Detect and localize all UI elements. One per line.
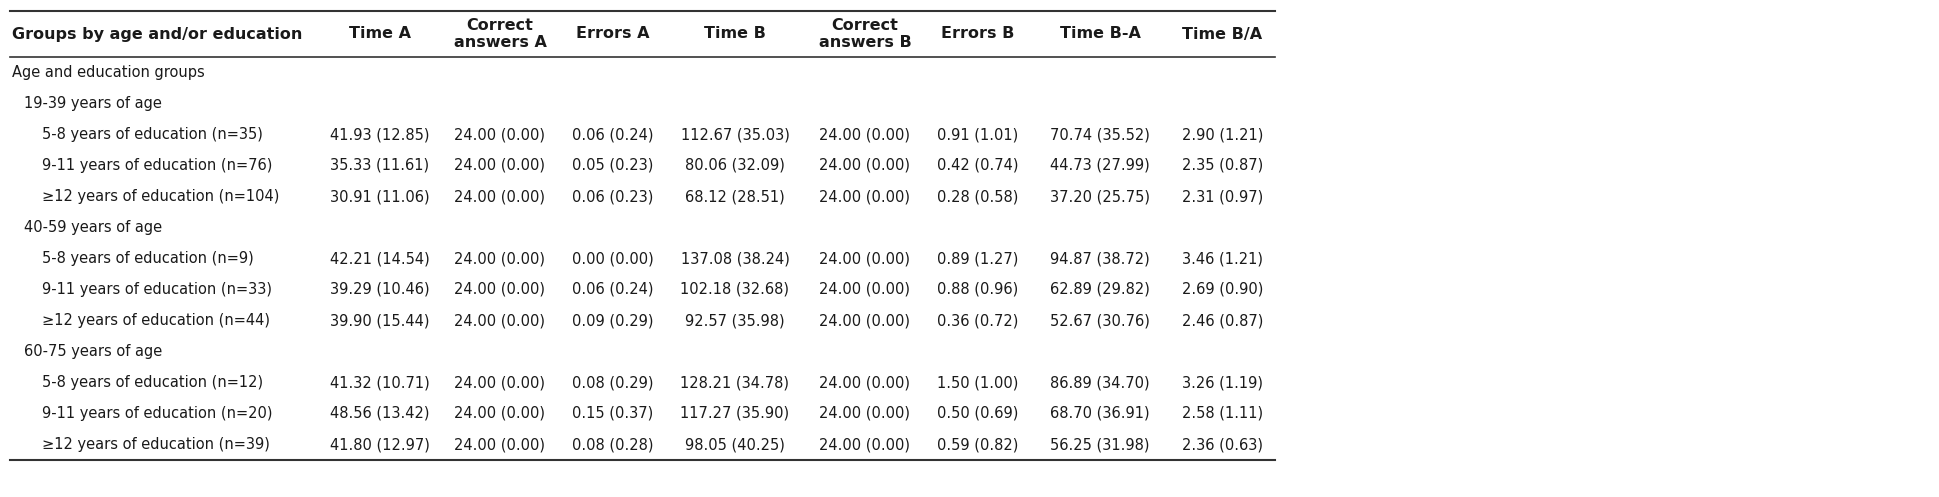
Text: 68.70 (36.91): 68.70 (36.91) <box>1049 406 1150 421</box>
Text: 70.74 (35.52): 70.74 (35.52) <box>1049 127 1150 142</box>
Text: 39.29 (10.46): 39.29 (10.46) <box>330 282 430 297</box>
Text: 9-11 years of education (n=76): 9-11 years of education (n=76) <box>43 158 271 173</box>
Text: Time B/A: Time B/A <box>1183 26 1262 42</box>
Text: 0.50 (0.69): 0.50 (0.69) <box>937 406 1018 421</box>
Text: 2.90 (1.21): 2.90 (1.21) <box>1181 127 1262 142</box>
Text: 137.08 (38.24): 137.08 (38.24) <box>681 251 789 266</box>
Text: Errors B: Errors B <box>940 26 1014 42</box>
Text: 0.00 (0.00): 0.00 (0.00) <box>572 251 653 266</box>
Text: 0.15 (0.37): 0.15 (0.37) <box>572 406 653 421</box>
Text: 24.00 (0.00): 24.00 (0.00) <box>818 251 909 266</box>
Text: 0.08 (0.29): 0.08 (0.29) <box>572 375 653 390</box>
Text: 24.00 (0.00): 24.00 (0.00) <box>818 282 909 297</box>
Text: 128.21 (34.78): 128.21 (34.78) <box>681 375 789 390</box>
Text: 0.59 (0.82): 0.59 (0.82) <box>937 437 1018 452</box>
Text: Correct
answers B: Correct answers B <box>818 18 911 50</box>
Text: ≥12 years of education (n=104): ≥12 years of education (n=104) <box>43 189 279 204</box>
Text: 2.58 (1.11): 2.58 (1.11) <box>1181 406 1262 421</box>
Text: Time B-A: Time B-A <box>1059 26 1140 42</box>
Text: 39.90 (15.44): 39.90 (15.44) <box>330 313 430 328</box>
Text: 24.00 (0.00): 24.00 (0.00) <box>454 313 545 328</box>
Text: 9-11 years of education (n=20): 9-11 years of education (n=20) <box>43 406 271 421</box>
Text: 24.00 (0.00): 24.00 (0.00) <box>818 189 909 204</box>
Text: 0.09 (0.29): 0.09 (0.29) <box>572 313 653 328</box>
Text: 2.46 (0.87): 2.46 (0.87) <box>1181 313 1262 328</box>
Text: Errors A: Errors A <box>576 26 650 42</box>
Text: 37.20 (25.75): 37.20 (25.75) <box>1049 189 1150 204</box>
Text: 0.36 (0.72): 0.36 (0.72) <box>937 313 1018 328</box>
Text: Time A: Time A <box>349 26 411 42</box>
Text: 3.26 (1.19): 3.26 (1.19) <box>1181 375 1262 390</box>
Text: 62.89 (29.82): 62.89 (29.82) <box>1049 282 1150 297</box>
Text: 56.25 (31.98): 56.25 (31.98) <box>1049 437 1150 452</box>
Text: 2.36 (0.63): 2.36 (0.63) <box>1181 437 1262 452</box>
Text: 42.21 (14.54): 42.21 (14.54) <box>330 251 430 266</box>
Text: Correct
answers A: Correct answers A <box>454 18 547 50</box>
Text: Time B: Time B <box>704 26 766 42</box>
Text: 5-8 years of education (n=9): 5-8 years of education (n=9) <box>43 251 254 266</box>
Text: 0.08 (0.28): 0.08 (0.28) <box>572 437 653 452</box>
Text: 112.67 (35.03): 112.67 (35.03) <box>681 127 789 142</box>
Text: 48.56 (13.42): 48.56 (13.42) <box>330 406 430 421</box>
Text: 0.06 (0.23): 0.06 (0.23) <box>572 189 653 204</box>
Text: 80.06 (32.09): 80.06 (32.09) <box>684 158 785 173</box>
Text: 94.87 (38.72): 94.87 (38.72) <box>1049 251 1150 266</box>
Text: 60-75 years of age: 60-75 years of age <box>23 344 163 359</box>
Text: ≥12 years of education (n=44): ≥12 years of education (n=44) <box>43 313 270 328</box>
Text: Groups by age and/or education: Groups by age and/or education <box>12 26 302 42</box>
Text: 24.00 (0.00): 24.00 (0.00) <box>454 251 545 266</box>
Text: 9-11 years of education (n=33): 9-11 years of education (n=33) <box>43 282 271 297</box>
Text: 0.06 (0.24): 0.06 (0.24) <box>572 127 653 142</box>
Text: 92.57 (35.98): 92.57 (35.98) <box>684 313 785 328</box>
Text: 44.73 (27.99): 44.73 (27.99) <box>1049 158 1150 173</box>
Text: 117.27 (35.90): 117.27 (35.90) <box>681 406 789 421</box>
Text: 30.91 (11.06): 30.91 (11.06) <box>330 189 430 204</box>
Text: 24.00 (0.00): 24.00 (0.00) <box>818 375 909 390</box>
Text: 52.67 (30.76): 52.67 (30.76) <box>1049 313 1150 328</box>
Text: 24.00 (0.00): 24.00 (0.00) <box>818 158 909 173</box>
Text: 0.05 (0.23): 0.05 (0.23) <box>572 158 653 173</box>
Text: Age and education groups: Age and education groups <box>12 65 206 80</box>
Text: 35.33 (11.61): 35.33 (11.61) <box>330 158 429 173</box>
Text: 2.35 (0.87): 2.35 (0.87) <box>1181 158 1262 173</box>
Text: 0.91 (1.01): 0.91 (1.01) <box>937 127 1018 142</box>
Text: 86.89 (34.70): 86.89 (34.70) <box>1049 375 1150 390</box>
Text: 24.00 (0.00): 24.00 (0.00) <box>454 189 545 204</box>
Text: 24.00 (0.00): 24.00 (0.00) <box>454 375 545 390</box>
Text: 24.00 (0.00): 24.00 (0.00) <box>454 282 545 297</box>
Text: 0.28 (0.58): 0.28 (0.58) <box>937 189 1018 204</box>
Text: 98.05 (40.25): 98.05 (40.25) <box>684 437 785 452</box>
Text: 3.46 (1.21): 3.46 (1.21) <box>1181 251 1262 266</box>
Text: 41.80 (12.97): 41.80 (12.97) <box>330 437 430 452</box>
Text: 40-59 years of age: 40-59 years of age <box>23 220 163 235</box>
Text: 24.00 (0.00): 24.00 (0.00) <box>454 158 545 173</box>
Text: 2.31 (0.97): 2.31 (0.97) <box>1181 189 1262 204</box>
Text: 5-8 years of education (n=12): 5-8 years of education (n=12) <box>43 375 264 390</box>
Text: 24.00 (0.00): 24.00 (0.00) <box>818 406 909 421</box>
Text: 24.00 (0.00): 24.00 (0.00) <box>454 406 545 421</box>
Text: 0.06 (0.24): 0.06 (0.24) <box>572 282 653 297</box>
Text: 19-39 years of age: 19-39 years of age <box>23 96 161 111</box>
Text: 5-8 years of education (n=35): 5-8 years of education (n=35) <box>43 127 264 142</box>
Text: 24.00 (0.00): 24.00 (0.00) <box>454 437 545 452</box>
Text: 24.00 (0.00): 24.00 (0.00) <box>818 437 909 452</box>
Text: 0.88 (0.96): 0.88 (0.96) <box>937 282 1018 297</box>
Text: 24.00 (0.00): 24.00 (0.00) <box>818 127 909 142</box>
Text: 1.50 (1.00): 1.50 (1.00) <box>937 375 1018 390</box>
Text: 102.18 (32.68): 102.18 (32.68) <box>681 282 789 297</box>
Text: 0.42 (0.74): 0.42 (0.74) <box>937 158 1018 173</box>
Text: 41.32 (10.71): 41.32 (10.71) <box>330 375 430 390</box>
Text: 24.00 (0.00): 24.00 (0.00) <box>818 313 909 328</box>
Text: ≥12 years of education (n=39): ≥12 years of education (n=39) <box>43 437 270 452</box>
Text: 68.12 (28.51): 68.12 (28.51) <box>684 189 785 204</box>
Text: 24.00 (0.00): 24.00 (0.00) <box>454 127 545 142</box>
Text: 0.89 (1.27): 0.89 (1.27) <box>937 251 1018 266</box>
Text: 41.93 (12.85): 41.93 (12.85) <box>330 127 430 142</box>
Text: 2.69 (0.90): 2.69 (0.90) <box>1181 282 1262 297</box>
